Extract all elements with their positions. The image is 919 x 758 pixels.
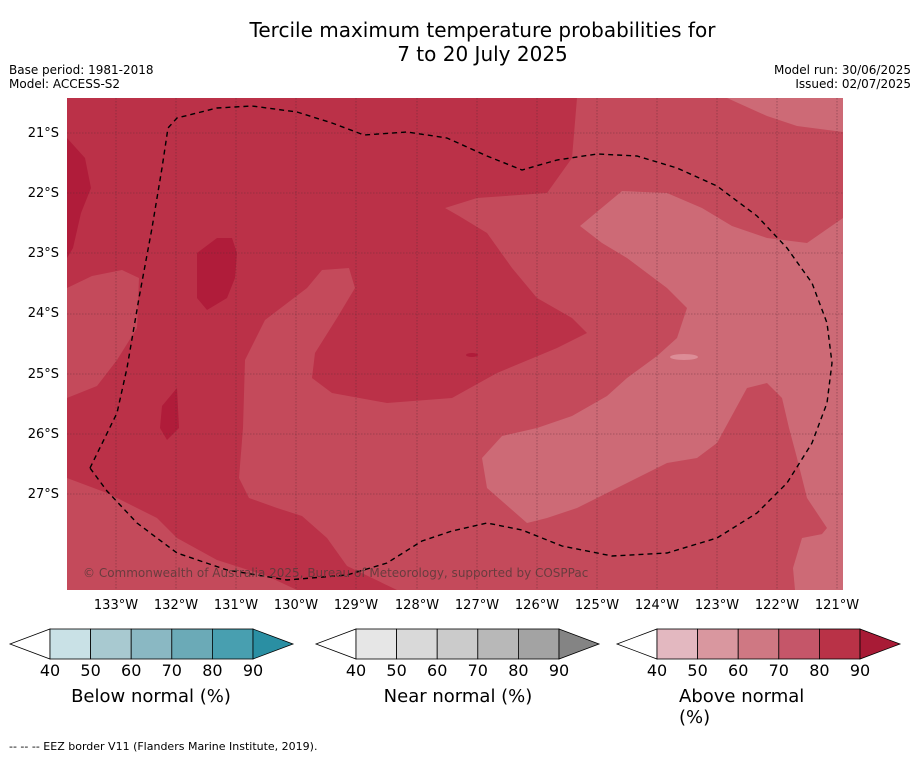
title-line-1: Tercile maximum temperature probabilitie… bbox=[249, 18, 716, 42]
lon-label-130w: 130°W bbox=[273, 598, 319, 613]
lon-label-133w: 133°W bbox=[93, 598, 139, 613]
legend-swatch bbox=[656, 628, 698, 660]
legend-tick-label: 40 bbox=[345, 661, 367, 680]
legend-colorbars bbox=[8, 628, 902, 660]
region-p90-north-blob bbox=[197, 238, 237, 310]
legend-tick-label: 60 bbox=[121, 661, 142, 680]
region-p90-speck bbox=[466, 353, 478, 357]
legend-swatch bbox=[477, 628, 519, 660]
legend-tick-label: 80 bbox=[508, 661, 529, 680]
lat-label-21s: 21°S bbox=[27, 126, 59, 141]
region-p90-west-edge bbox=[67, 138, 91, 258]
legend-arrow-high bbox=[558, 628, 601, 660]
region-p50-speck bbox=[670, 354, 698, 360]
region-p70-west bbox=[67, 270, 139, 398]
legend-arrow-high bbox=[252, 628, 295, 660]
legend-swatch bbox=[436, 628, 479, 660]
lon-label-127w: 127°W bbox=[454, 598, 500, 613]
legend-arrow-low bbox=[615, 628, 658, 660]
legend-tick-label: 40 bbox=[646, 661, 668, 680]
lon-label-131w: 131°W bbox=[213, 598, 259, 613]
probability-map: © Commonwealth of Australia 2025, Bureau… bbox=[67, 98, 843, 590]
lat-label-23s: 23°S bbox=[27, 246, 59, 261]
lon-label-129w: 129°W bbox=[333, 598, 379, 613]
legend-below-normal-label: Below normal (%) bbox=[71, 686, 231, 707]
legend-swatch bbox=[355, 628, 397, 660]
legend-swatch bbox=[737, 628, 780, 660]
region-p60-northeast bbox=[727, 98, 843, 132]
lat-label-25s: 25°S bbox=[27, 367, 59, 382]
legend-tick-label: 60 bbox=[427, 661, 448, 680]
legend-swatch bbox=[396, 628, 438, 660]
legend-tick-label: 90 bbox=[849, 661, 871, 680]
legend-tick-label: 50 bbox=[687, 661, 708, 680]
eez-footnote: -- -- -- EEZ border V11 (Flanders Marine… bbox=[9, 740, 318, 753]
map-canvas bbox=[67, 98, 843, 590]
legend-arrow-low bbox=[8, 628, 51, 660]
legend-above-normal-bar bbox=[615, 628, 902, 660]
legend-tick-label: 80 bbox=[809, 661, 830, 680]
legend-near-normal-label: Near normal (%) bbox=[383, 686, 533, 707]
map-title: Tercile maximum temperature probabilitie… bbox=[0, 18, 919, 66]
lon-label-125w: 125°W bbox=[574, 598, 620, 613]
legend-swatch bbox=[518, 628, 560, 660]
legend-tick-label: 90 bbox=[548, 661, 570, 680]
legend-tick-label: 60 bbox=[728, 661, 749, 680]
region-p70-southwest bbox=[67, 478, 297, 590]
legend-tick-label: 50 bbox=[386, 661, 407, 680]
legend-tick-label: 40 bbox=[39, 661, 61, 680]
model-run-text: Model run: 30/06/2025 bbox=[773, 63, 911, 77]
lon-label-123w: 123°W bbox=[694, 598, 740, 613]
legend-tick-label: 70 bbox=[161, 661, 182, 680]
legend-swatch bbox=[697, 628, 739, 660]
legend-swatch bbox=[819, 628, 861, 660]
legend-arrow-high bbox=[859, 628, 902, 660]
lat-label-22s: 22°S bbox=[27, 186, 59, 201]
legend-near-normal-bar bbox=[314, 628, 601, 660]
legend-swatch bbox=[49, 628, 91, 660]
issued-text: Issued: 02/07/2025 bbox=[795, 77, 911, 91]
lon-label-121w: 121°W bbox=[814, 598, 860, 613]
region-p90-southwest-blob bbox=[160, 388, 179, 440]
lon-label-124w: 124°W bbox=[634, 598, 680, 613]
title-line-2: 7 to 20 July 2025 bbox=[397, 42, 568, 66]
legend-swatch bbox=[211, 628, 254, 660]
lat-label-27s: 27°S bbox=[27, 487, 59, 502]
copyright-text: © Commonwealth of Australia 2025, Bureau… bbox=[83, 566, 589, 580]
lat-label-24s: 24°S bbox=[27, 306, 59, 321]
meta-left: Base period: 1981-2018 Model: ACCESS-S2 bbox=[9, 63, 154, 91]
legend-tick-label: 80 bbox=[202, 661, 223, 680]
graticule bbox=[67, 98, 843, 590]
legend-arrow-low bbox=[314, 628, 357, 660]
meta-right: Model run: 30/06/2025 Issued: 02/07/2025 bbox=[774, 63, 911, 91]
legend-swatch bbox=[778, 628, 820, 660]
region-p60-east bbox=[482, 191, 843, 590]
lon-label-128w: 128°W bbox=[394, 598, 440, 613]
legend-tick-label: 70 bbox=[768, 661, 789, 680]
legend-swatch bbox=[90, 628, 132, 660]
region-p60-southeast bbox=[793, 530, 843, 590]
legend-above-normal-label: Above normal (%) bbox=[679, 686, 805, 728]
eez-border bbox=[89, 105, 833, 581]
lon-label-122w: 122°W bbox=[754, 598, 800, 613]
legend-swatch bbox=[130, 628, 173, 660]
legend-tick-label: 50 bbox=[80, 661, 101, 680]
lat-label-26s: 26°S bbox=[27, 427, 59, 442]
legend-below-normal-bar bbox=[8, 628, 295, 660]
base-period-text: Base period: 1981-2018 bbox=[9, 63, 154, 77]
legend-tick-label: 70 bbox=[467, 661, 488, 680]
model-text: Model: ACCESS-S2 bbox=[9, 77, 121, 91]
lon-label-126w: 126°W bbox=[514, 598, 560, 613]
legend-tick-label: 90 bbox=[242, 661, 264, 680]
lon-label-132w: 132°W bbox=[153, 598, 199, 613]
legend-swatch bbox=[171, 628, 213, 660]
